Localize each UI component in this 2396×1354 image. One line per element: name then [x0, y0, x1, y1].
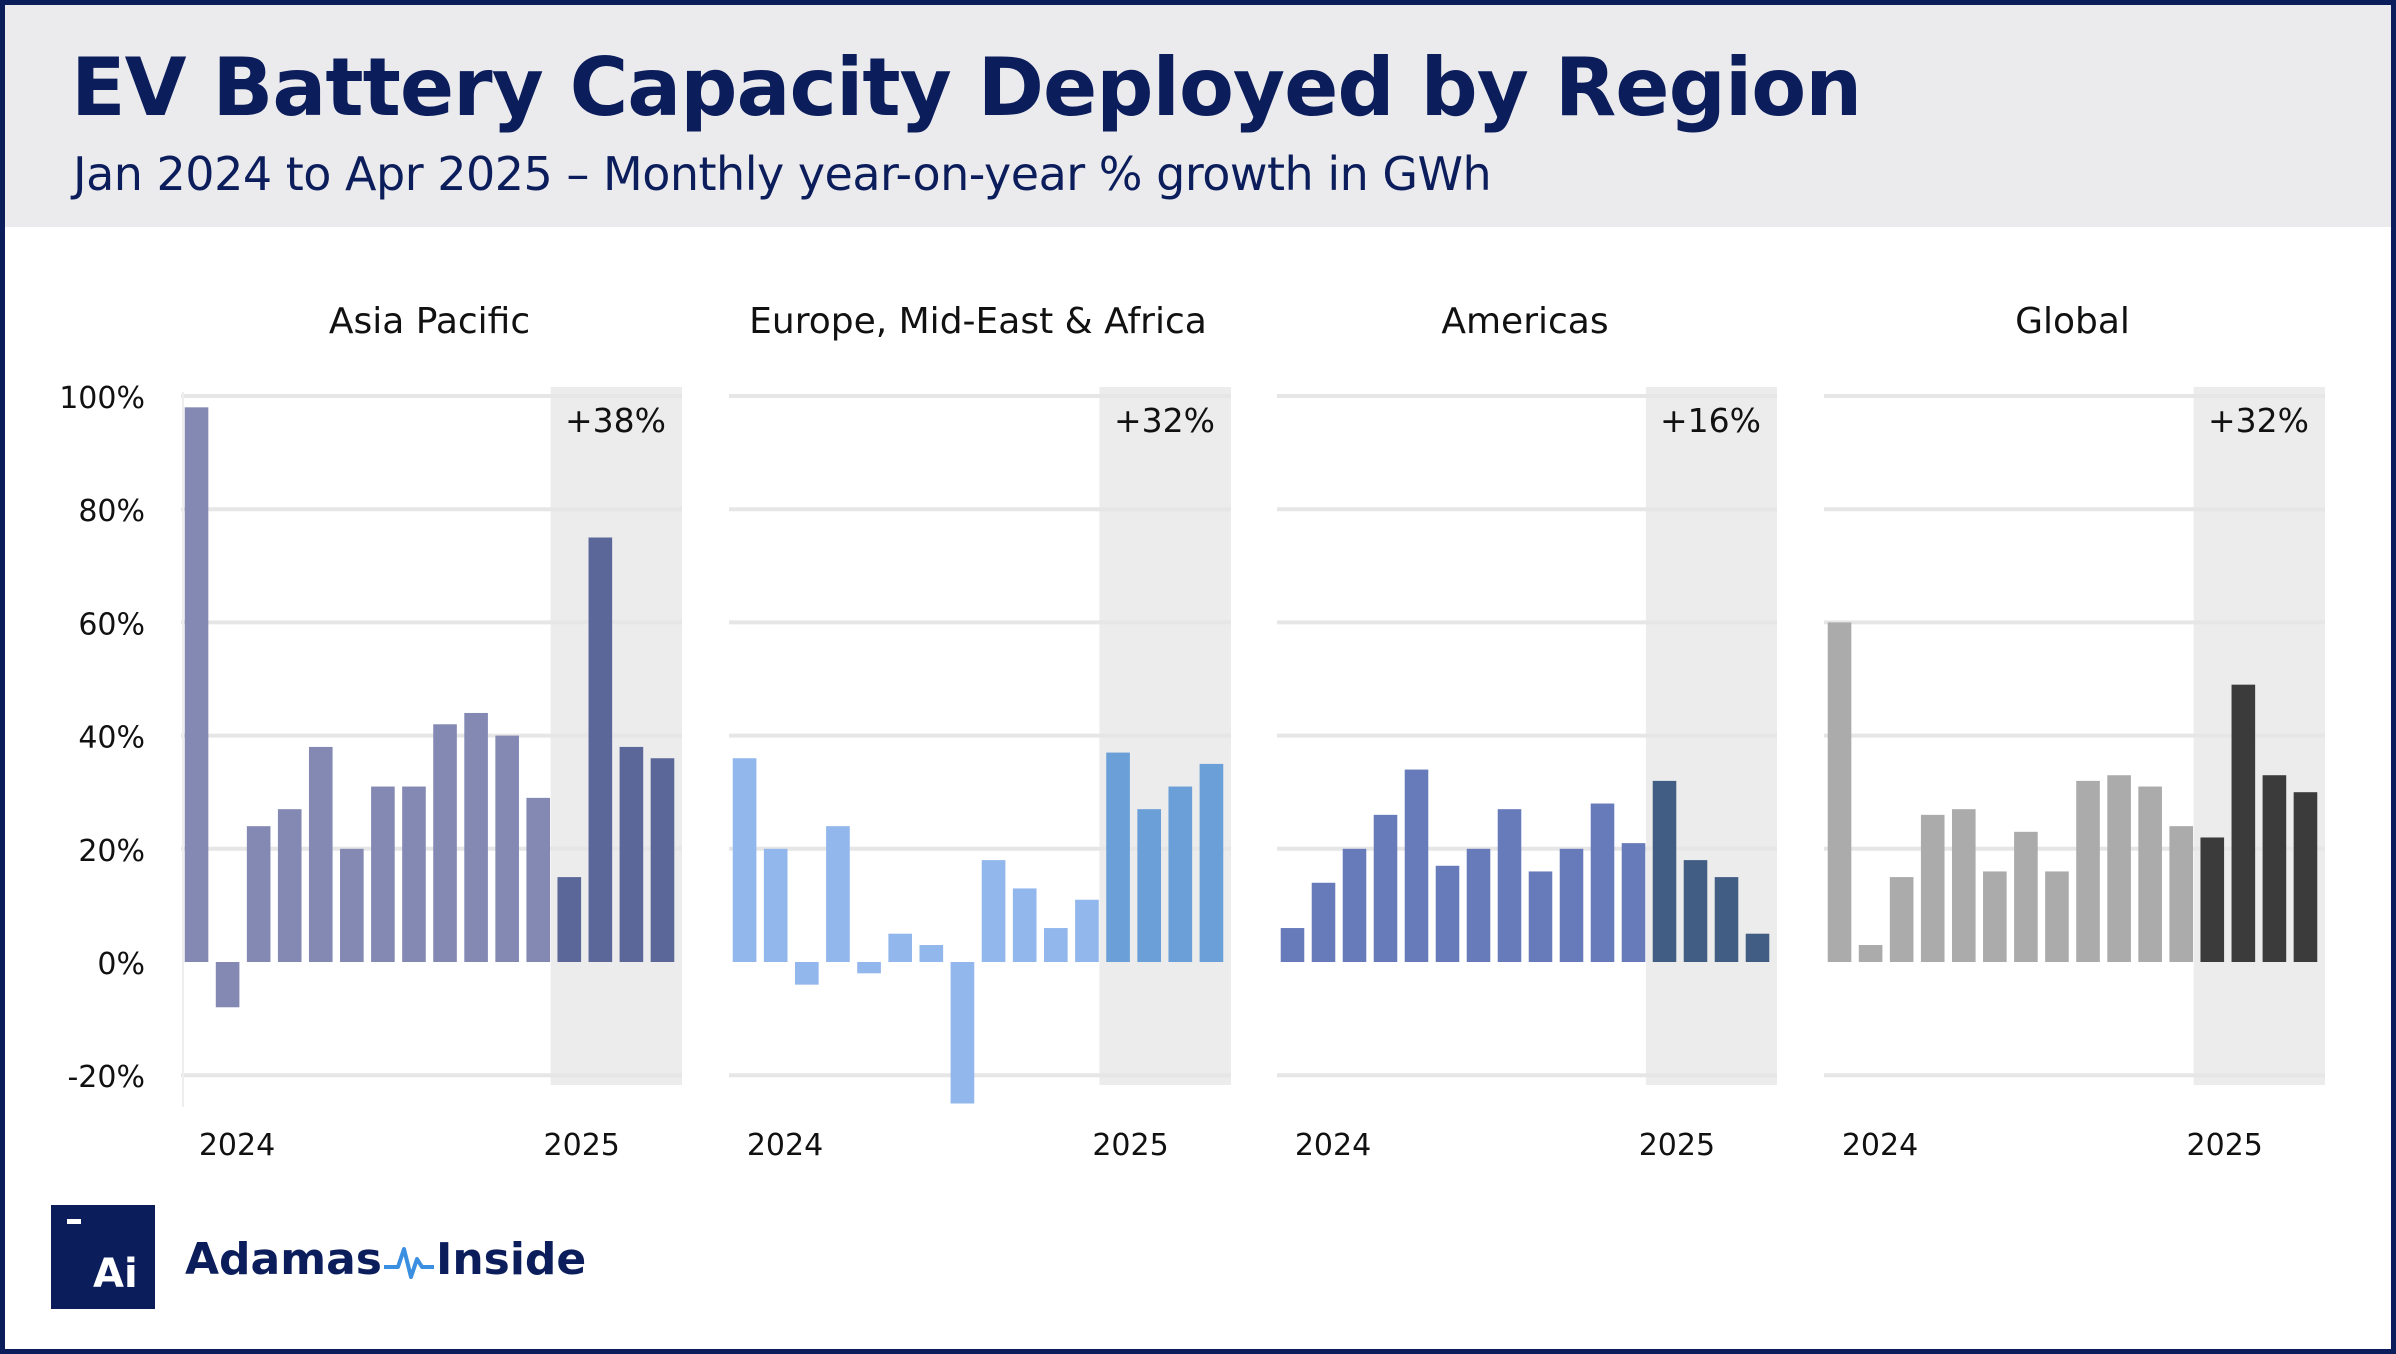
bar-feb-2025: [2231, 684, 2256, 962]
bar-mar-2024: [1342, 848, 1367, 962]
brand-name: Adamas Inside: [185, 1229, 586, 1289]
bar-oct-2024: [1012, 888, 1037, 962]
bar-mar-2024: [794, 962, 819, 985]
bar-apr-2024: [826, 826, 850, 962]
bar-mar-2024: [246, 826, 271, 962]
bar-apr-2025: [650, 758, 675, 962]
bar-nov-2024: [1590, 803, 1615, 962]
bar-aug-2024: [1497, 809, 1522, 962]
highlight-value-label: +16%: [1660, 401, 1761, 440]
bar-feb-2024: [1858, 945, 1883, 962]
bar-feb-2024: [1311, 882, 1336, 962]
bar-oct-2024: [2107, 775, 2131, 962]
highlight-value-label: +38%: [565, 401, 666, 440]
bar-sep-2024: [433, 724, 457, 962]
bar-jul-2024: [1466, 848, 1491, 962]
bar-nov-2024: [1043, 928, 1068, 962]
bar-mar-2025: [1714, 877, 1739, 962]
bar-may-2024: [1404, 769, 1429, 962]
highlight-value-label: +32%: [2208, 401, 2309, 440]
page-subtitle: Jan 2024 to Apr 2025 – Monthly year-on-y…: [73, 147, 1492, 201]
bar-dec-2024: [1621, 843, 1646, 962]
brand-name-right: Inside: [435, 1233, 587, 1285]
bar-dec-2024: [526, 797, 551, 962]
bar-dec-2024: [2169, 826, 2194, 962]
logo-text: Ai: [93, 1251, 138, 1297]
y-tick-label: 40%: [78, 721, 145, 756]
panel-title: Europe, Mid-East & Africa: [749, 301, 1207, 342]
bar-jan-2024: [1280, 928, 1305, 962]
bar-nov-2024: [495, 735, 519, 962]
bar-jan-2024: [184, 407, 209, 962]
bar-aug-2024: [2045, 871, 2069, 962]
x-tick-label-2025: 2025: [544, 1128, 620, 1163]
bar-jun-2024: [888, 933, 913, 962]
page-title: EV Battery Capacity Deployed by Region: [71, 41, 1862, 134]
bar-jul-2024: [2014, 831, 2038, 962]
bar-jan-2025: [1106, 752, 1130, 962]
brand-name-left: Adamas: [185, 1233, 382, 1285]
x-tick-label-2025: 2025: [2187, 1128, 2263, 1163]
bar-jan-2025: [557, 877, 582, 962]
bar-jan-2025: [2200, 837, 2225, 962]
bar-apr-2024: [277, 809, 302, 962]
panel-title: Americas: [1441, 301, 1608, 342]
bar-oct-2024: [1559, 848, 1584, 962]
bar-mar-2024: [1889, 877, 1914, 962]
small-multiples-chart: 100% 80% 60% 40% 20% 0% -20% Asia Pacific +38% 20…: [59, 301, 2325, 1163]
bar-mar-2025: [619, 746, 644, 962]
bar-jan-2024: [1827, 622, 1852, 962]
bar-jul-2024: [371, 786, 395, 962]
bar-oct-2024: [464, 712, 488, 962]
logo-dash: [67, 1219, 81, 1224]
bar-feb-2025: [1137, 809, 1162, 962]
bar-sep-2024: [981, 860, 1006, 962]
x-tick-label-2024: 2024: [1842, 1128, 1918, 1163]
bar-aug-2024: [402, 786, 426, 962]
bar-feb-2024: [215, 962, 240, 1008]
y-tick-label: 80%: [78, 494, 145, 529]
bar-jun-2024: [340, 848, 364, 962]
bar-nov-2024: [2138, 786, 2162, 962]
bar-feb-2025: [1683, 860, 1708, 962]
bar-jan-2025: [1652, 780, 1677, 962]
bar-may-2024: [1951, 809, 1976, 962]
panel-title: Global: [2015, 301, 2130, 342]
bar-apr-2025: [1745, 933, 1770, 962]
bar-mar-2025: [2262, 775, 2287, 962]
bar-sep-2024: [1528, 871, 1553, 962]
bar-apr-2025: [2293, 792, 2318, 962]
x-tick-label-2024: 2024: [199, 1128, 275, 1163]
y-tick-label: -20%: [67, 1060, 145, 1095]
y-tick-label: 20%: [78, 834, 145, 869]
x-tick-label-2025: 2025: [1092, 1128, 1168, 1163]
bar-feb-2025: [588, 537, 613, 962]
x-tick-label-2025: 2025: [1639, 1128, 1715, 1163]
bar-mar-2025: [1168, 786, 1193, 962]
y-tick-label: 100%: [59, 381, 145, 416]
bar-sep-2024: [2076, 780, 2100, 962]
bar-may-2024: [308, 746, 333, 962]
bar-feb-2024: [763, 848, 788, 962]
highlight-value-label: +32%: [1114, 401, 1215, 440]
bar-jul-2024: [919, 945, 944, 962]
y-tick-label: 60%: [78, 607, 145, 642]
x-tick-label-2024: 2024: [1295, 1128, 1371, 1163]
pulse-icon: [383, 1247, 434, 1279]
header-band: EV Battery Capacity Deployed by Region J…: [5, 5, 2391, 227]
bar-apr-2024: [1373, 814, 1398, 962]
bar-jun-2024: [1983, 871, 2007, 962]
panel-title: Asia Pacific: [329, 301, 530, 342]
logo-icon: Ai: [51, 1205, 155, 1309]
bar-apr-2024: [1920, 814, 1945, 962]
bar-jun-2024: [1435, 865, 1460, 962]
bar-apr-2025: [1199, 763, 1224, 962]
bar-may-2024: [857, 962, 881, 974]
bar-aug-2024: [950, 962, 975, 1104]
x-tick-label-2024: 2024: [747, 1128, 823, 1163]
y-tick-label: 0%: [97, 947, 145, 982]
bar-jan-2024: [732, 758, 757, 962]
bar-dec-2024: [1075, 899, 1099, 962]
